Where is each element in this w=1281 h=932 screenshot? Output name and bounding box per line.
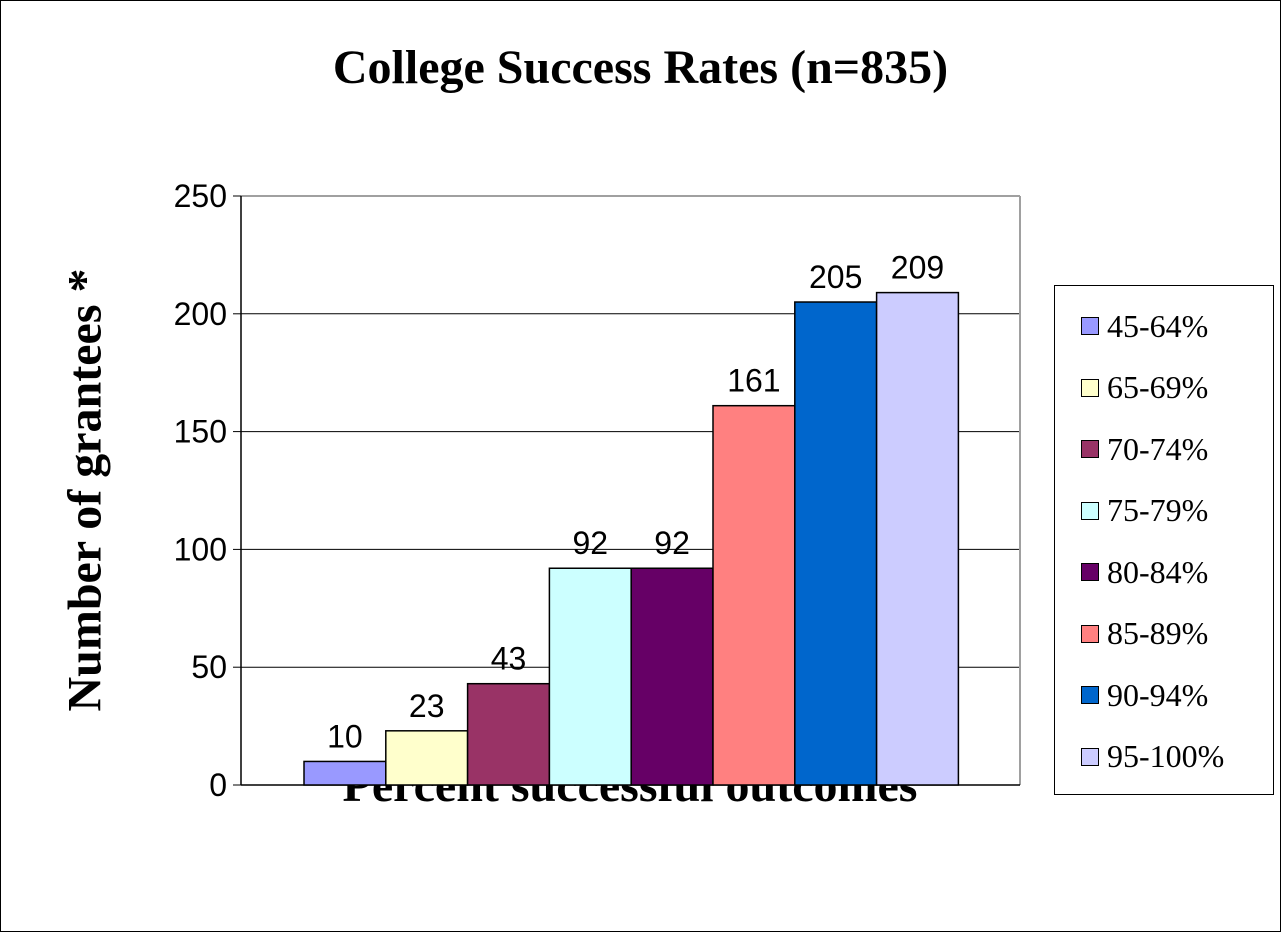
legend-label: 45-64% [1107, 307, 1209, 344]
legend-item: 95-100% [1081, 738, 1225, 775]
legend-label: 70-74% [1107, 430, 1209, 467]
legend-swatch [1081, 747, 1099, 766]
chart-title: College Success Rates (n=835) [332, 41, 949, 94]
bar-90-94% [794, 301, 878, 786]
bar-85-89% [712, 404, 796, 786]
legend-label: 80-84% [1107, 553, 1209, 590]
legend-item: 70-74% [1081, 431, 1208, 467]
legend-label: 65-69% [1107, 369, 1209, 405]
data-label-65-69%: 23 [409, 688, 445, 724]
bar-80-84% [630, 567, 714, 786]
legend-swatch [1081, 317, 1099, 335]
bar-45-64% [303, 760, 387, 786]
legend-swatch [1081, 501, 1099, 520]
bar-65-69% [385, 730, 469, 786]
data-label-45-64%: 10 [327, 718, 363, 754]
data-label-90-94%: 205 [809, 259, 862, 295]
legend-item: 90-94% [1081, 677, 1208, 713]
bars [303, 291, 960, 786]
legend-swatch [1081, 440, 1099, 458]
bar-70-74% [466, 682, 551, 786]
y-tick-label: 0 [209, 767, 227, 803]
legend-swatch [1081, 563, 1099, 581]
bar-75-79% [548, 567, 632, 786]
legend-item: 45-64% [1081, 308, 1208, 344]
legend-swatch [1081, 686, 1099, 704]
legend-label: 75-79% [1107, 492, 1209, 528]
y-tick-label: 150 [174, 414, 227, 450]
data-label-80-84%: 92 [654, 525, 690, 561]
data-label-75-79%: 92 [573, 525, 609, 561]
bar-95-100% [875, 291, 960, 786]
legend-item: 85-89% [1081, 615, 1209, 652]
y-tick-label: 100 [174, 531, 227, 567]
legend-item: 65-69% [1081, 369, 1209, 406]
legend-swatch [1081, 378, 1099, 397]
data-label-85-89%: 161 [727, 363, 780, 399]
y-tick-label: 200 [174, 296, 227, 332]
y-tick-label: 50 [191, 649, 227, 685]
y-tick-label: 250 [174, 178, 227, 214]
legend-label: 85-89% [1107, 615, 1209, 651]
data-label-70-74%: 43 [491, 641, 527, 677]
data-labels: 10 23 43 92 92 161 205 209 [327, 250, 944, 755]
chart-legend: 45-64% 65-69% 70-74% 75-79% 80-84% 85-89% 90-9… [1054, 285, 1274, 795]
legend-item: 75-79% [1081, 492, 1209, 529]
data-label-95-100%: 209 [891, 250, 944, 286]
legend-label: 90-94% [1107, 676, 1209, 713]
legend-swatch [1081, 624, 1099, 643]
legend-item: 80-84% [1081, 554, 1208, 590]
legend-label: 95-100% [1107, 738, 1225, 774]
